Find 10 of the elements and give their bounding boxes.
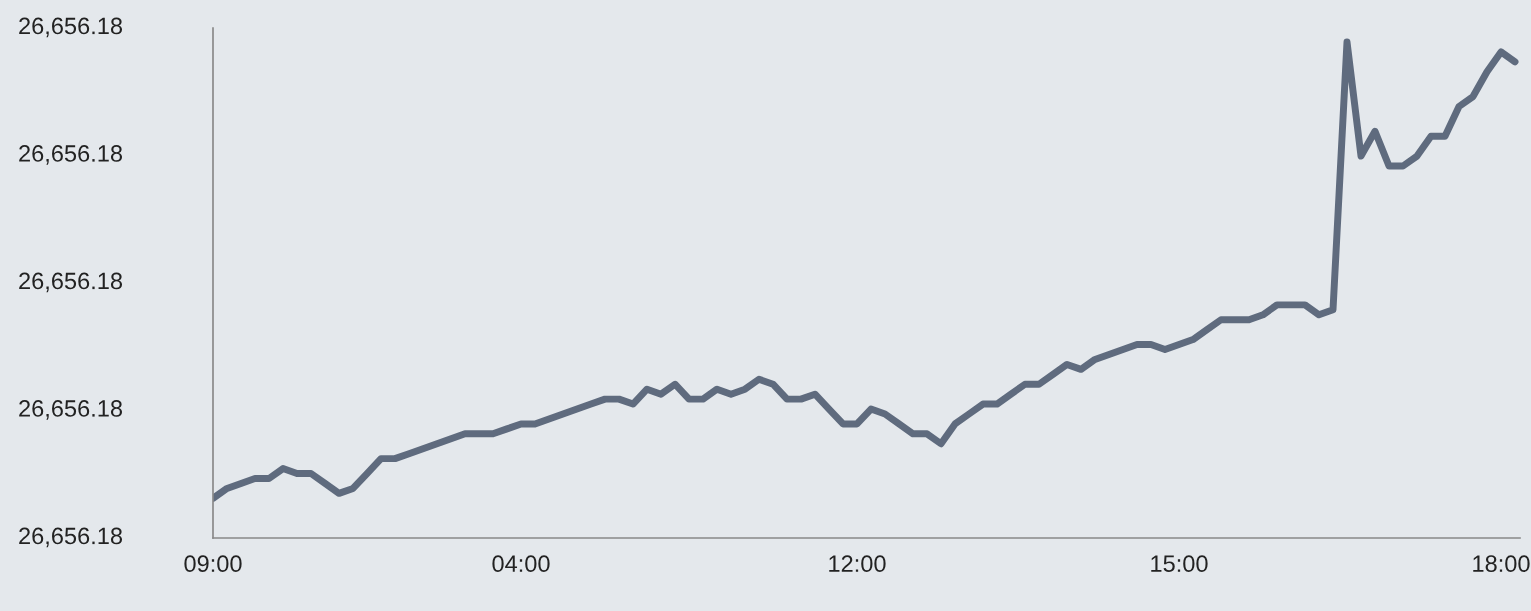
x-tick-label: 09:00 <box>184 555 242 573</box>
x-tick-label: 18:00 <box>1473 555 1530 573</box>
text: 26,656.18 <box>19 400 123 420</box>
text: 26,656.18 <box>19 17 123 38</box>
x-tick-label: 12:00 <box>829 555 886 573</box>
text: 26,656.18 <box>19 145 123 165</box>
x-tick-label: 04:00 <box>492 555 550 573</box>
text: 26,656.18 <box>19 272 123 293</box>
x-tick-label: 15:00 <box>1151 555 1208 573</box>
text: 26,656.18 <box>19 527 123 548</box>
